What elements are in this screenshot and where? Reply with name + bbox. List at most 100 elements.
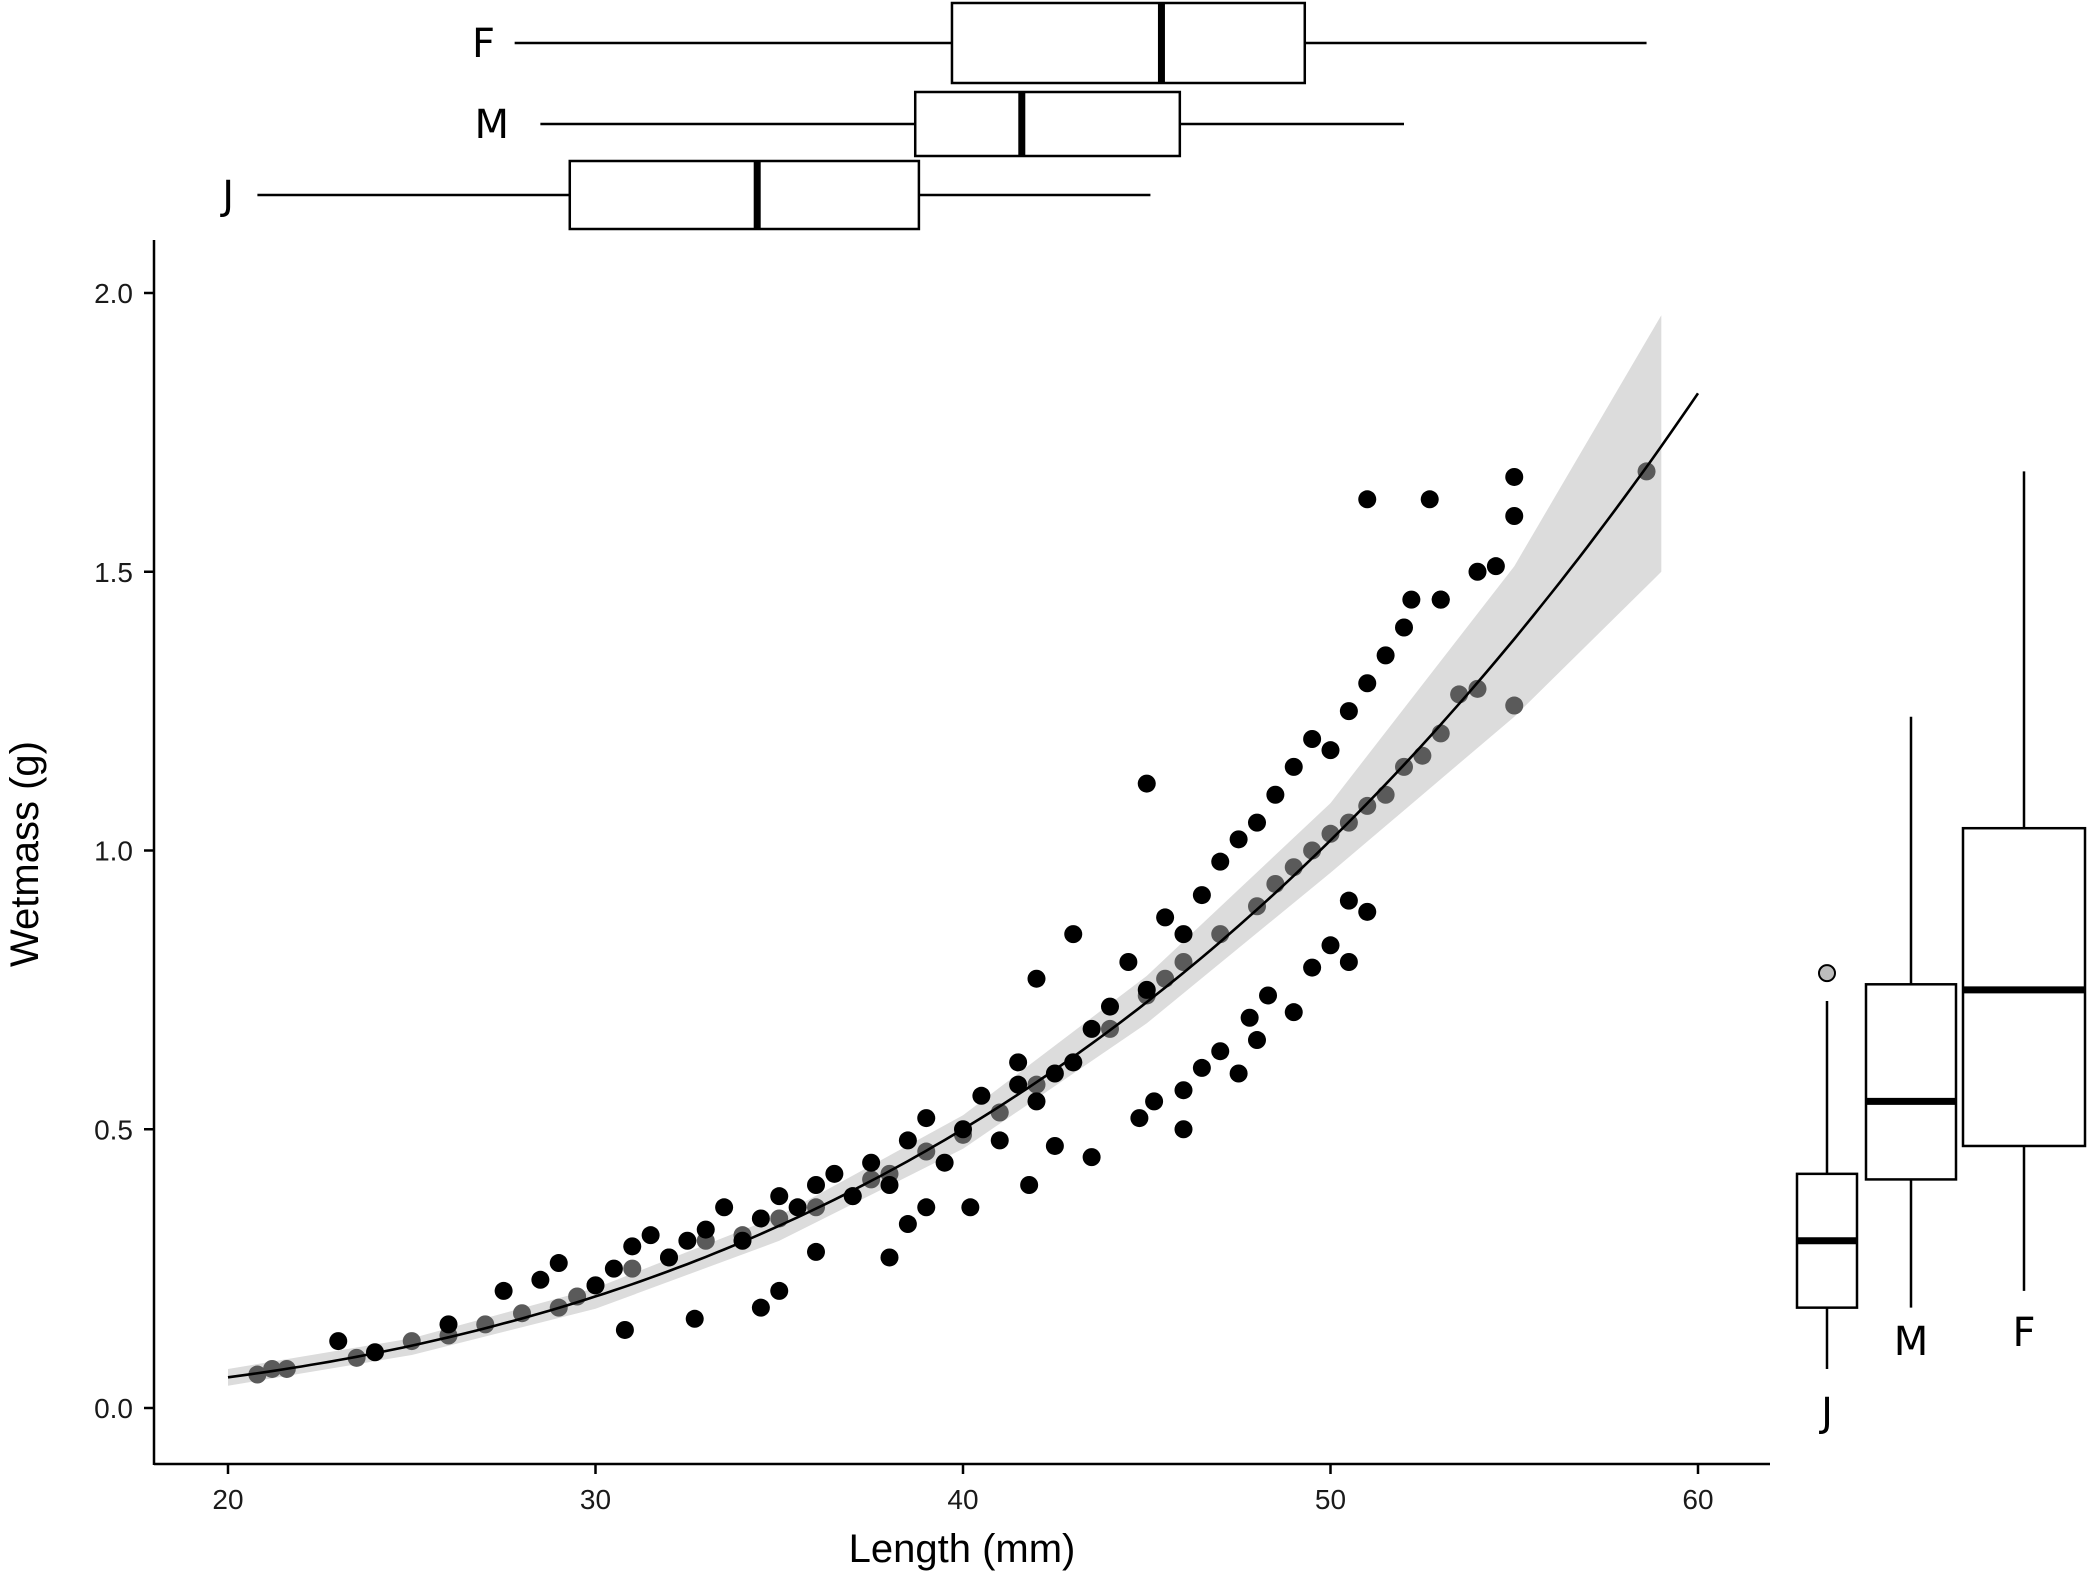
data-point <box>1339 702 1358 721</box>
data-point <box>1339 953 1358 971</box>
data-point <box>1211 852 1230 871</box>
data-point <box>1082 1019 1101 1038</box>
data-point <box>990 1131 1009 1150</box>
data-point-grey <box>1413 746 1432 765</box>
data-point <box>1229 830 1248 849</box>
data-point <box>825 1164 844 1183</box>
data-point <box>1119 953 1138 971</box>
boxplot-M: M <box>474 90 1404 158</box>
data-point-grey <box>1450 685 1469 704</box>
data-point <box>329 1332 348 1351</box>
data-point <box>1358 902 1377 921</box>
data-point <box>807 1242 825 1261</box>
data-point <box>615 1320 634 1339</box>
boxplot-J: J <box>219 159 1151 231</box>
x-axis-title: Length (mm) <box>849 1527 1076 1571</box>
data-point <box>641 1226 660 1245</box>
data-point <box>494 1281 513 1300</box>
data-point <box>1468 562 1487 581</box>
data-point <box>1027 1092 1046 1111</box>
confidence-band <box>228 315 1662 1386</box>
data-point <box>1505 467 1524 486</box>
data-point <box>1284 1003 1303 1022</box>
group-label: F <box>472 21 495 67</box>
group-label: J <box>219 173 234 219</box>
data-point <box>751 1298 770 1317</box>
data-point <box>1303 730 1322 748</box>
right-marginal-boxplots: J M F <box>1795 471 2087 1436</box>
data-point <box>1137 980 1156 999</box>
data-point <box>439 1315 458 1334</box>
data-point <box>1358 490 1377 509</box>
data-point-grey <box>1248 897 1266 916</box>
data-point <box>1137 774 1156 793</box>
data-point-grey <box>1266 874 1285 893</box>
fit-curve <box>227 392 1700 1379</box>
boxplot-M: M <box>1864 716 1958 1365</box>
data-point-grey <box>1468 679 1487 698</box>
data-point-grey <box>1284 858 1303 877</box>
data-point <box>935 1153 954 1172</box>
data-point <box>880 1248 899 1267</box>
x-tick-label: 30 <box>580 1484 611 1515</box>
data-point <box>1009 1053 1028 1072</box>
data-point-grey <box>1321 824 1340 843</box>
data-point <box>1420 490 1439 509</box>
x-tick-label: 20 <box>212 1484 243 1515</box>
boxplot-F: F <box>472 1 1647 85</box>
data-point <box>972 1086 991 1105</box>
data-point <box>880 1176 899 1194</box>
data-point <box>1240 1008 1259 1027</box>
main-scatter-panel: 20 30 40 50 60 0.0 0.5 1.0 1.5 2.0 Length (mm) W… <box>3 240 1770 1571</box>
data-point <box>1045 1064 1064 1083</box>
data-point <box>1145 1092 1164 1111</box>
boxplot-F: F <box>1961 471 2087 1356</box>
data-point <box>1358 674 1377 693</box>
x-tick-label: 50 <box>1315 1484 1346 1515</box>
boxplot-J: J <box>1795 964 1859 1436</box>
data-point <box>898 1131 917 1150</box>
data-point <box>660 1248 678 1267</box>
group-label: F <box>2012 1310 2035 1356</box>
dark-points <box>329 467 1524 1362</box>
data-point <box>1192 886 1211 905</box>
data-point <box>898 1215 917 1234</box>
data-point <box>1174 1120 1193 1139</box>
data-point <box>1174 925 1193 944</box>
group-label: M <box>1894 1319 1929 1365</box>
data-point <box>1259 986 1278 1005</box>
outlier-point <box>1818 964 1836 983</box>
data-point <box>1395 618 1413 637</box>
data-point <box>1284 757 1303 776</box>
data-point <box>751 1209 770 1228</box>
data-point <box>685 1309 704 1328</box>
data-point <box>1376 646 1395 665</box>
data-point <box>1174 1081 1193 1100</box>
y-tick-label: 1.5 <box>94 557 133 588</box>
data-point <box>1486 557 1505 576</box>
data-point <box>586 1276 605 1295</box>
y-axis-ticks: 0.0 0.5 1.0 1.5 2.0 <box>94 278 154 1424</box>
data-point <box>1339 891 1358 910</box>
box <box>1864 983 1958 1181</box>
data-point <box>1248 813 1266 832</box>
data-point <box>1064 925 1083 944</box>
data-point <box>696 1220 715 1239</box>
data-point <box>770 1187 789 1206</box>
data-point <box>1082 1148 1101 1167</box>
box <box>950 1 1307 85</box>
data-point <box>1266 785 1285 804</box>
data-point-grey <box>1505 696 1524 715</box>
data-point <box>1192 1058 1211 1077</box>
data-point <box>1027 969 1046 988</box>
data-point <box>715 1198 734 1217</box>
group-label: M <box>474 102 509 148</box>
data-point <box>1130 1109 1149 1128</box>
data-point-grey <box>1156 969 1175 988</box>
y-tick-label: 0.5 <box>94 1114 133 1145</box>
data-point <box>1431 590 1450 609</box>
box <box>568 159 921 231</box>
top-marginal-boxplots: FM J <box>219 1 1647 231</box>
data-point <box>678 1231 697 1250</box>
data-point <box>961 1198 980 1217</box>
